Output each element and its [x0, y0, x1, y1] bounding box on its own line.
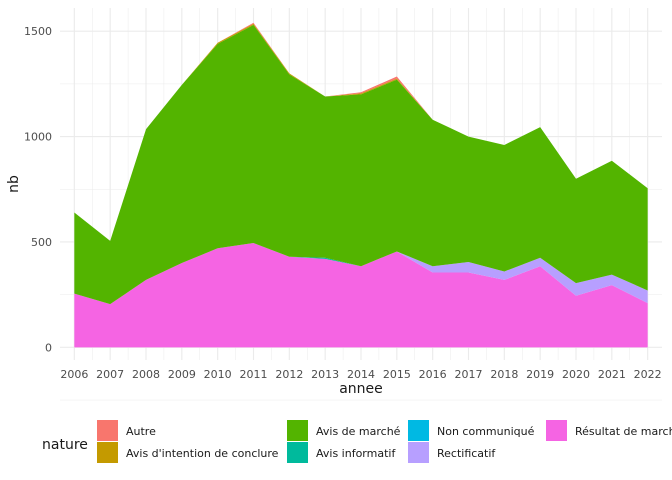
- x-tick-label: 2007: [96, 368, 124, 381]
- x-tick-label: 2015: [383, 368, 411, 381]
- legend: Autre Avis d'intention de conclure Avis de…: [97, 420, 672, 463]
- x-tick-label: 2019: [526, 368, 554, 381]
- legend-key: [408, 442, 429, 463]
- legend-label: Rectificatif: [437, 447, 496, 460]
- y-tick-label: 500: [31, 236, 52, 249]
- x-tick-label: 2006: [60, 368, 88, 381]
- x-axis-title: annee: [339, 381, 383, 397]
- x-tick-label: 2018: [490, 368, 518, 381]
- legend-label: Non communiqué: [437, 425, 535, 438]
- x-tick-label: 2013: [311, 368, 339, 381]
- legend-label: Résultat de marché: [575, 425, 672, 438]
- legend-item-autre: Autre: [97, 420, 156, 441]
- y-axis-ticks: 0 500 1000 1500: [24, 25, 52, 354]
- area-avis-de-marche: [74, 24, 648, 305]
- x-tick-label: 2014: [347, 368, 375, 381]
- x-tick-label: 2010: [204, 368, 232, 381]
- x-tick-label: 2008: [132, 368, 160, 381]
- legend-key: [546, 420, 567, 441]
- area-series: [74, 22, 648, 348]
- legend-label: Avis d'intention de conclure: [126, 447, 279, 460]
- x-tick-label: 2012: [275, 368, 303, 381]
- x-tick-label: 2020: [562, 368, 590, 381]
- legend-key: [408, 420, 429, 441]
- legend-label: Avis informatif: [316, 447, 396, 460]
- y-tick-label: 1000: [24, 131, 52, 144]
- legend-item-non-communique: Non communiqué: [408, 420, 535, 441]
- legend-item-avis-de-marche: Avis de marché: [287, 420, 401, 441]
- legend-key: [97, 420, 118, 441]
- legend-key: [287, 420, 308, 441]
- y-tick-label: 1500: [24, 25, 52, 38]
- legend-item-resultat-de-marche: Résultat de marché: [546, 420, 672, 441]
- legend-item-avis-d-intention-de-conclure: Avis d'intention de conclure: [97, 442, 279, 463]
- legend-title: nature: [42, 437, 88, 453]
- x-tick-label: 2022: [634, 368, 662, 381]
- y-axis-title: nb: [6, 175, 22, 193]
- legend-label: Autre: [126, 425, 156, 438]
- x-tick-label: 2009: [168, 368, 196, 381]
- legend-label: Avis de marché: [316, 425, 401, 438]
- legend-item-avis-informatif: Avis informatif: [287, 442, 396, 463]
- x-tick-label: 2016: [419, 368, 447, 381]
- legend-key: [97, 442, 118, 463]
- x-tick-label: 2017: [455, 368, 483, 381]
- x-tick-label: 2021: [598, 368, 626, 381]
- x-tick-label: 2011: [240, 368, 268, 381]
- y-tick-label: 0: [45, 341, 52, 354]
- legend-key: [287, 442, 308, 463]
- x-axis-ticks: 2006 2007 2008 2009 2010 2011 2012 2013 2014 2015…: [60, 368, 661, 381]
- legend-item-rectificatif: Rectificatif: [408, 442, 496, 463]
- area-resultat-de-marche: [74, 243, 648, 348]
